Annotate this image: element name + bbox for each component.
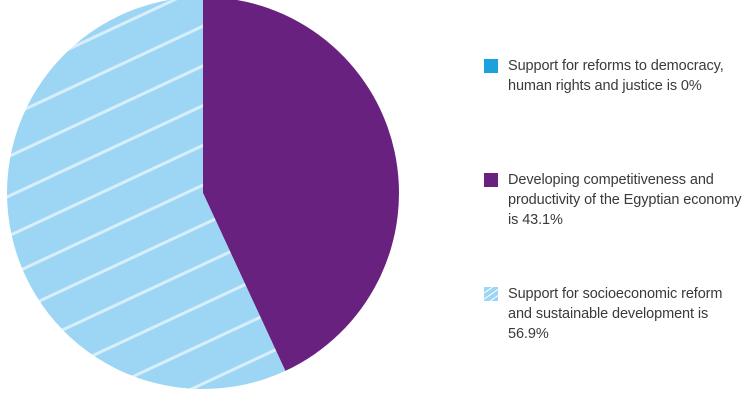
pie-slice-competitiveness — [203, 0, 399, 371]
legend-label-democracy: Support for reforms to democracy, human … — [508, 58, 724, 94]
legend-label-socioeconomic: Support for socioeconomic reform and sus… — [508, 286, 723, 342]
pie-slice-socioeconomic — [7, 0, 286, 389]
legend-swatch-democracy — [484, 59, 498, 73]
pie-slices — [7, 0, 399, 389]
legend-label-competitiveness: Developing competitiveness and productiv… — [508, 172, 742, 228]
legend-item-democracy: Support for reforms to democracy, human … — [484, 56, 746, 96]
legend-swatch-socioeconomic — [484, 287, 498, 301]
legend-swatch-competitiveness — [484, 173, 498, 187]
legend-item-socioeconomic: Support for socioeconomic reform and sus… — [484, 284, 746, 344]
legend-item-competitiveness: Developing competitiveness and productiv… — [484, 170, 746, 230]
